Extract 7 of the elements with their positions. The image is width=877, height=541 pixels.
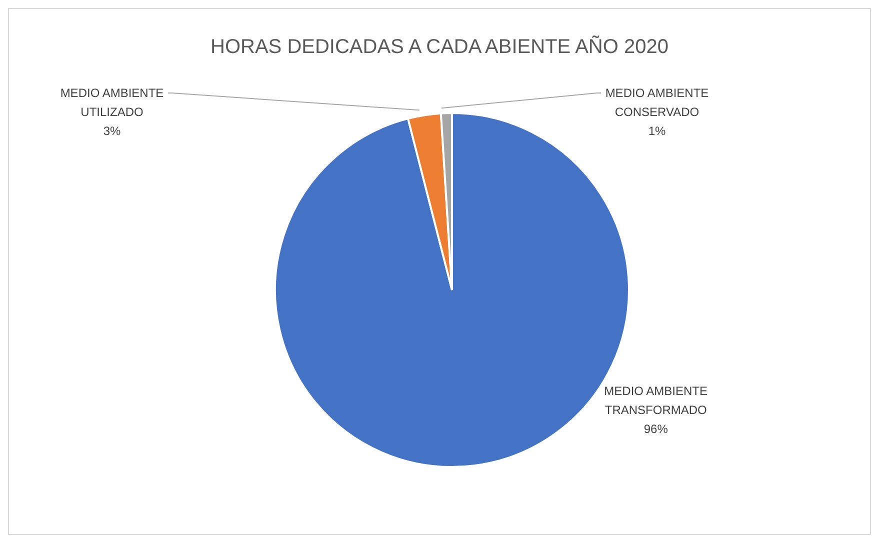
data-label: 3%	[103, 124, 121, 138]
data-label: 96%	[644, 422, 668, 436]
data-label: 1%	[648, 124, 666, 138]
slice-label: MEDIO AMBIENTE UTILIZADO	[60, 86, 164, 119]
chart-title: HORAS DEDICADAS A CADA ABIENTE AÑO 2020	[210, 35, 668, 58]
slice-label: MEDIO AMBIENTE CONSERVADO	[605, 86, 709, 119]
slice-label: MEDIO AMBIENTE TRANSFORMADO	[604, 384, 708, 418]
